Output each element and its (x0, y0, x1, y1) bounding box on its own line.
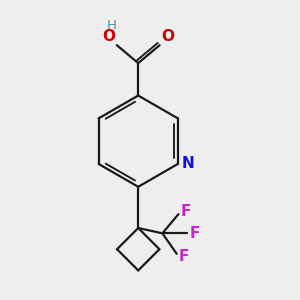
Text: H: H (106, 19, 116, 32)
Text: O: O (102, 29, 115, 44)
Text: F: F (180, 204, 190, 219)
Text: O: O (161, 29, 174, 44)
Text: F: F (178, 249, 189, 264)
Text: F: F (190, 226, 200, 241)
Text: N: N (182, 157, 194, 172)
